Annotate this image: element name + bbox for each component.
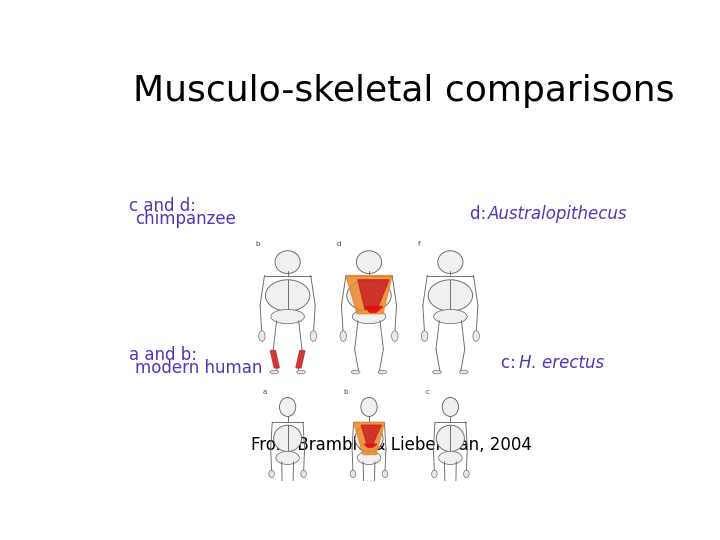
Ellipse shape xyxy=(436,425,464,451)
Text: H. erectus: H. erectus xyxy=(519,354,605,372)
Text: c and d:: c and d: xyxy=(129,197,196,215)
Ellipse shape xyxy=(431,470,437,477)
Ellipse shape xyxy=(464,470,469,477)
Text: f: f xyxy=(418,241,420,247)
Ellipse shape xyxy=(275,251,300,274)
Ellipse shape xyxy=(297,370,305,374)
Polygon shape xyxy=(346,275,392,314)
Ellipse shape xyxy=(439,523,447,526)
Ellipse shape xyxy=(276,523,284,526)
Text: Australopithecus: Australopithecus xyxy=(488,205,628,223)
Polygon shape xyxy=(358,280,389,309)
Ellipse shape xyxy=(310,330,317,341)
Ellipse shape xyxy=(276,451,300,464)
Ellipse shape xyxy=(372,523,380,526)
Ellipse shape xyxy=(378,370,387,374)
Text: modern human: modern human xyxy=(135,359,262,377)
Text: From Bramble & Lieberman, 2004: From Bramble & Lieberman, 2004 xyxy=(251,436,532,454)
Ellipse shape xyxy=(258,330,265,341)
Ellipse shape xyxy=(454,523,462,526)
Ellipse shape xyxy=(352,309,386,323)
Ellipse shape xyxy=(350,470,356,477)
Ellipse shape xyxy=(428,280,472,311)
Polygon shape xyxy=(361,425,382,444)
Ellipse shape xyxy=(269,470,274,477)
Ellipse shape xyxy=(438,451,462,464)
Ellipse shape xyxy=(392,330,398,341)
Polygon shape xyxy=(354,422,384,455)
Ellipse shape xyxy=(356,251,382,274)
Ellipse shape xyxy=(270,370,279,374)
Text: a: a xyxy=(263,388,266,395)
Ellipse shape xyxy=(421,330,428,341)
Ellipse shape xyxy=(340,330,346,341)
Ellipse shape xyxy=(351,370,360,374)
Text: chimpanzee: chimpanzee xyxy=(135,211,236,228)
Ellipse shape xyxy=(433,309,467,323)
Ellipse shape xyxy=(266,280,310,311)
Polygon shape xyxy=(364,444,377,447)
Text: c: c xyxy=(426,388,429,395)
Polygon shape xyxy=(291,494,297,521)
Ellipse shape xyxy=(433,370,441,374)
Ellipse shape xyxy=(473,330,480,341)
Ellipse shape xyxy=(301,470,307,477)
Ellipse shape xyxy=(357,451,381,464)
Polygon shape xyxy=(271,351,279,368)
Text: b: b xyxy=(256,241,260,247)
Text: a and b:: a and b: xyxy=(129,346,197,364)
Text: b: b xyxy=(344,388,348,395)
Ellipse shape xyxy=(279,397,296,416)
Polygon shape xyxy=(279,494,284,521)
Ellipse shape xyxy=(358,523,366,526)
Ellipse shape xyxy=(382,470,388,477)
Polygon shape xyxy=(296,351,305,368)
Ellipse shape xyxy=(347,280,391,311)
Ellipse shape xyxy=(274,425,302,451)
Ellipse shape xyxy=(459,370,468,374)
Text: d: d xyxy=(337,241,341,247)
Ellipse shape xyxy=(291,523,299,526)
Polygon shape xyxy=(364,307,382,312)
Ellipse shape xyxy=(442,397,459,416)
Ellipse shape xyxy=(361,397,377,416)
Ellipse shape xyxy=(355,425,383,451)
Text: c:: c: xyxy=(500,354,526,372)
Text: Musculo-skeletal comparisons: Musculo-skeletal comparisons xyxy=(132,74,674,108)
Ellipse shape xyxy=(438,251,463,274)
Text: d:: d: xyxy=(469,205,497,223)
Ellipse shape xyxy=(271,309,305,323)
